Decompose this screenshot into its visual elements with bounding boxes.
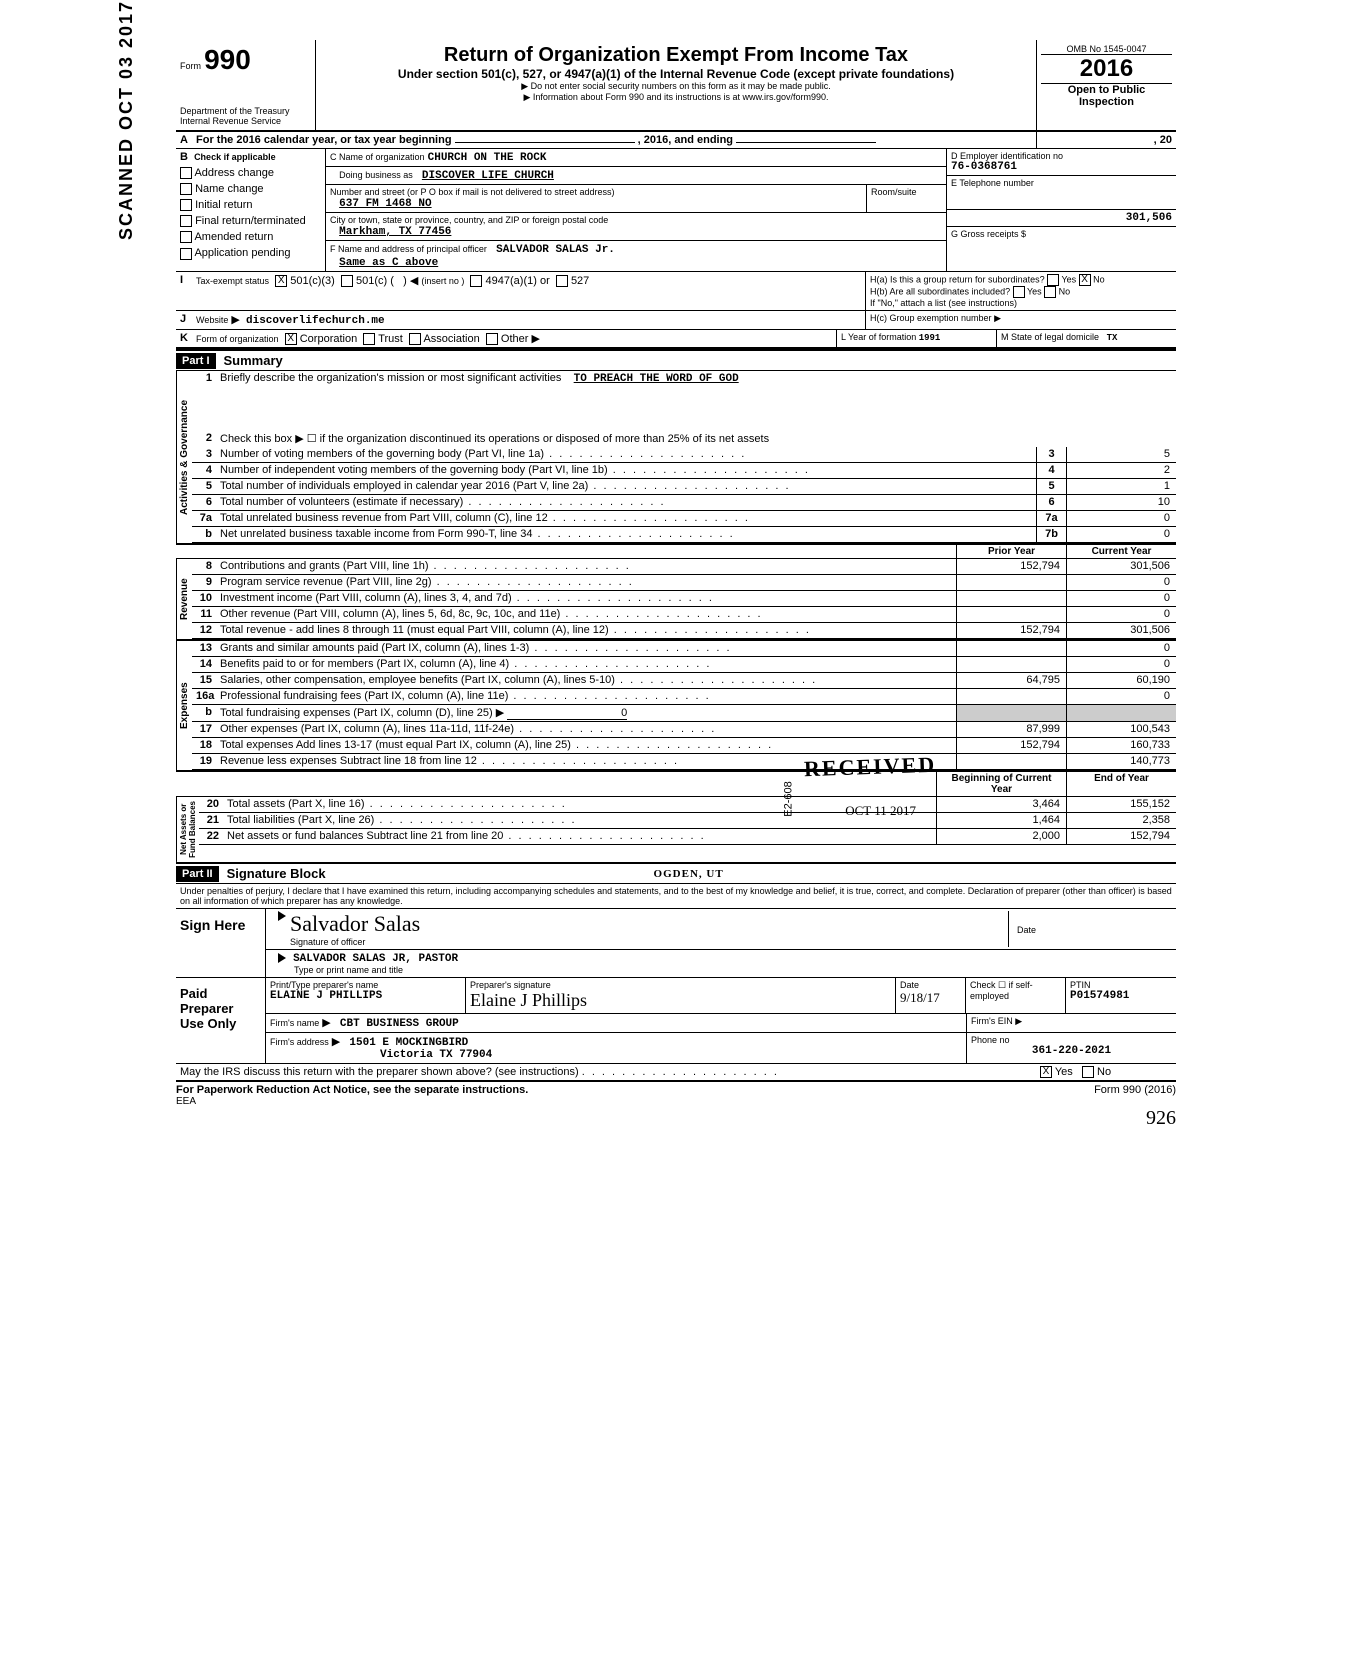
part1-revenue: Revenue 8Contributions and grants (Part … xyxy=(176,559,1176,639)
irs-label: Internal Revenue Service xyxy=(180,116,311,126)
omb-no: OMB No 1545-0047 xyxy=(1041,44,1172,54)
firm-name: CBT BUSINESS GROUP xyxy=(340,1018,459,1030)
part1-expenses: Expenses 13Grants and similar amounts pa… xyxy=(176,639,1176,770)
paid-preparer-block: PaidPreparerUse Only Print/Type preparer… xyxy=(176,978,1176,1064)
section-k: K Form of organization X Corporation Tru… xyxy=(176,330,1176,349)
ptin: P01574981 xyxy=(1070,990,1172,1002)
form-title: Return of Organization Exempt From Incom… xyxy=(324,44,1028,67)
part1-header: Part I Summary xyxy=(176,349,1176,371)
street: 637 FM 1468 NO xyxy=(339,198,431,210)
section-g-label: G Gross receipts $ xyxy=(947,227,1176,241)
dept-treasury: Department of the Treasury xyxy=(180,106,311,116)
stamp-e2608: E2-608 xyxy=(782,781,794,816)
part1-netassets: Net Assets or Fund Balances 20Total asse… xyxy=(176,797,1176,862)
firm-addr1: 1501 E MOCKINGBIRD xyxy=(349,1037,468,1049)
dba: DISCOVER LIFE CHURCH xyxy=(422,170,554,182)
section-j: J Website ▶ discoverlifechurch.me H(c) G… xyxy=(176,311,1176,330)
part2-header: Part II Signature Block OGDEN, UT xyxy=(176,862,1176,884)
officer-name: SALVADOR SALAS Jr. xyxy=(496,244,615,256)
preparer-name: ELAINE J PHILLIPS xyxy=(270,990,461,1002)
form-header: Form 990 Department of the Treasury Inte… xyxy=(176,40,1176,132)
website: discoverlifechurch.me xyxy=(246,315,385,327)
form-990-page: SCANNED OCT 03 2017 Form 990 Department … xyxy=(176,40,1176,1130)
prep-date: 9/18/17 xyxy=(900,990,940,1005)
ein: 76-0368761 xyxy=(951,161,1172,173)
mission: TO PREACH THE WORD OF GOD xyxy=(574,373,739,385)
section-h: I Tax-exempt status X 501(c)(3) 501(c) (… xyxy=(176,272,1176,311)
city-state-zip: Markham, TX 77456 xyxy=(339,226,451,238)
handwritten-no: 926 xyxy=(176,1107,1176,1130)
received-stamp: RECEIVED xyxy=(803,752,936,783)
open-public: Open to Public xyxy=(1041,83,1172,96)
form-number: 990 xyxy=(204,44,251,75)
sign-here-block: Sign Here Salvador Salas Signature of of… xyxy=(176,909,1176,978)
state-domicile: TX xyxy=(1107,333,1118,343)
tax-year: 2016 xyxy=(1041,54,1172,83)
firm-phone: 361-220-2021 xyxy=(971,1045,1172,1057)
perjury-statement: Under penalties of perjury, I declare th… xyxy=(176,884,1176,909)
section-bcde: B Check if applicable Address change Nam… xyxy=(176,149,1176,272)
gross-receipts-val: 301,506 xyxy=(951,212,1172,224)
received-date-stamp: OCT 11 2017 xyxy=(845,803,916,819)
note-info: Information about Form 990 and its instr… xyxy=(533,92,829,102)
note-ssn: Do not enter social security numbers on … xyxy=(531,81,831,91)
form-subtitle: Under section 501(c), 527, or 4947(a)(1)… xyxy=(324,67,1028,81)
officer-signature: Salvador Salas xyxy=(290,911,1008,937)
year-formation: 1991 xyxy=(919,333,941,343)
org-name: CHURCH ON THE ROCK xyxy=(428,152,547,164)
firm-addr2: Victoria TX 77904 xyxy=(270,1049,962,1061)
footer: For Paperwork Reduction Act Notice, see … xyxy=(176,1082,1176,1096)
officer-printed-name: SALVADOR SALAS JR, PASTOR xyxy=(293,953,458,965)
part1-governance: Activities & Governance 1 Briefly descri… xyxy=(176,371,1176,543)
officer-addr: Same as C above xyxy=(339,257,438,269)
eea: EEA xyxy=(176,1096,1176,1107)
ogden-stamp: OGDEN, UT xyxy=(654,868,724,880)
section-a: A For the 2016 calendar year, or tax yea… xyxy=(176,132,1176,149)
discuss-row: May the IRS discuss this return with the… xyxy=(176,1064,1176,1082)
scanned-stamp: SCANNED OCT 03 2017 xyxy=(116,0,137,240)
inspection-label: Inspection xyxy=(1041,96,1172,108)
